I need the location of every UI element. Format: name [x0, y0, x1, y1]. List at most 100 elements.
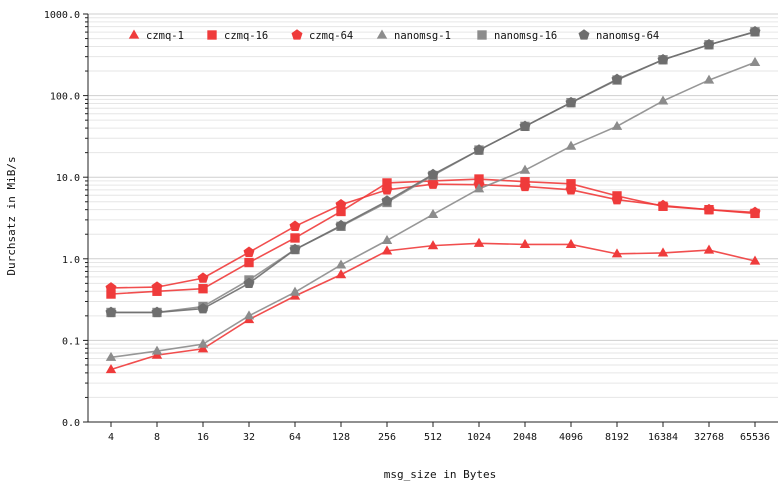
data-point-nanomsg-64: [289, 243, 301, 255]
legend-label-czmq-16: czmq-16: [224, 30, 268, 42]
data-point-nanomsg-1: [657, 95, 669, 105]
x-tick-label: 4: [108, 432, 114, 443]
data-point-czmq-64: [611, 193, 623, 205]
data-point-czmq-64: [657, 199, 669, 211]
data-point-czmq-16: [244, 257, 254, 268]
data-point-czmq-1: [749, 255, 761, 265]
data-point-nanomsg-64: [519, 120, 531, 132]
axes: 0.0 0.1 1.0 10.0 100.0 1000.0 4 8 16 32 64 128 256 51…: [44, 10, 778, 443]
series-line-czmq-64: [110, 183, 756, 289]
legend-marker-czmq-16: [207, 30, 217, 40]
data-point-czmq-1: [703, 244, 715, 254]
data-point-czmq-64: [565, 184, 577, 195]
data-point-czmq-64: [703, 203, 715, 215]
data-point-czmq-64: [105, 282, 117, 293]
legend-label-nanomsg-16: nanomsg-16: [494, 30, 557, 42]
grid: [88, 13, 778, 423]
data-point-nanomsg-1: [243, 310, 255, 320]
data-point-czmq-1: [657, 247, 669, 257]
data-point-czmq-1: [381, 245, 393, 255]
data-point-nanomsg-64: [105, 306, 117, 318]
data-point-nanomsg-1: [565, 140, 577, 150]
data-point-czmq-64: [289, 220, 301, 231]
data-point-nanomsg-1: [289, 286, 301, 296]
x-tick-label: 32768: [694, 432, 724, 443]
legend-marker-nanomsg-1: [376, 29, 388, 39]
data-point-nanomsg-64: [151, 306, 163, 318]
legend-item-czmq-16: czmq-16: [207, 30, 268, 42]
x-tick-label: 2048: [513, 432, 537, 443]
x-tick-label: 256: [378, 432, 396, 443]
y-tick-label: 0.0: [62, 418, 80, 429]
data-point-czmq-1: [105, 363, 117, 374]
data-point-nanomsg-64: [197, 302, 209, 314]
y-tick-label: 0.1: [62, 336, 80, 347]
data-point-nanomsg-64: [243, 277, 255, 289]
y-axis-label: Durchsatz in MiB/s: [5, 156, 18, 275]
data-point-czmq-64: [749, 206, 761, 218]
x-tick-label: 64: [289, 432, 301, 443]
data-point-nanomsg-64: [381, 195, 393, 206]
data-point-czmq-64: [381, 184, 393, 195]
data-point-czmq-1: [565, 238, 577, 249]
data-point-nanomsg-64: [565, 96, 577, 108]
x-tick-label: 32: [243, 432, 255, 443]
legend-marker-czmq-1: [128, 29, 140, 39]
data-point-nanomsg-1: [519, 164, 531, 174]
data-point-nanomsg-1: [151, 345, 163, 355]
data-point-czmq-1: [427, 240, 439, 250]
data-point-czmq-64: [335, 198, 347, 210]
series-czmq-1: [105, 237, 761, 374]
data-point-nanomsg-1: [335, 259, 347, 269]
x-tick-label: 512: [424, 432, 442, 443]
data-point-czmq-16: [198, 284, 208, 294]
data-point-czmq-16: [382, 178, 392, 188]
data-point-nanomsg-64: [335, 219, 347, 231]
legend-marker-czmq-64: [291, 29, 303, 40]
legend-item-czmq-1: czmq-1: [128, 29, 184, 42]
y-tick-label: 1.0: [62, 255, 80, 266]
data-point-nanomsg-1: [703, 74, 715, 84]
x-tick-label: 16384: [648, 432, 678, 443]
x-tick-label: 8: [154, 432, 160, 443]
series-nanomsg-1: [105, 56, 761, 361]
data-point-nanomsg-64: [657, 53, 669, 65]
x-tick-label: 16: [197, 432, 209, 443]
data-point-czmq-16: [290, 233, 300, 243]
data-point-nanomsg-1: [473, 183, 485, 193]
legend-item-nanomsg-16: nanomsg-16: [477, 30, 557, 42]
data-point-nanomsg-64: [703, 38, 715, 50]
x-tick-label: 4096: [559, 432, 583, 443]
legend-item-nanomsg-1: nanomsg-1: [376, 29, 451, 42]
legend-label-czmq-64: czmq-64: [309, 30, 353, 42]
data-point-nanomsg-64: [473, 144, 485, 155]
data-point-czmq-1: [335, 269, 347, 279]
data-point-nanomsg-1: [381, 234, 393, 244]
data-point-nanomsg-64: [749, 26, 761, 37]
x-tick-label: 128: [332, 432, 350, 443]
series-nanomsg-64: [105, 26, 761, 318]
data-point-czmq-1: [611, 248, 623, 258]
legend-label-nanomsg-1: nanomsg-1: [394, 30, 451, 42]
x-tick-label: 8192: [605, 432, 629, 443]
series-layer: [105, 26, 761, 374]
data-point-nanomsg-1: [197, 338, 209, 348]
data-point-czmq-64: [243, 246, 255, 258]
legend-marker-nanomsg-64: [578, 29, 590, 40]
legend-item-czmq-64: czmq-64: [291, 29, 353, 42]
series-czmq-64: [105, 178, 761, 293]
data-point-nanomsg-1: [105, 351, 117, 361]
data-point-czmq-1: [197, 343, 209, 353]
data-point-nanomsg-64: [611, 73, 623, 85]
data-point-nanomsg-1: [611, 120, 623, 130]
legend-label-czmq-1: czmq-1: [146, 30, 184, 42]
data-point-nanomsg-1: [749, 56, 761, 67]
data-point-czmq-16: [106, 289, 116, 299]
data-point-czmq-64: [519, 180, 531, 192]
x-tick-label: 65536: [740, 432, 770, 443]
data-point-czmq-1: [519, 238, 531, 249]
x-axis-label: msg_size in Bytes: [384, 468, 497, 481]
legend-item-nanomsg-64: nanomsg-64: [578, 29, 659, 42]
data-point-czmq-64: [427, 178, 439, 189]
data-point-czmq-16: [566, 179, 576, 189]
